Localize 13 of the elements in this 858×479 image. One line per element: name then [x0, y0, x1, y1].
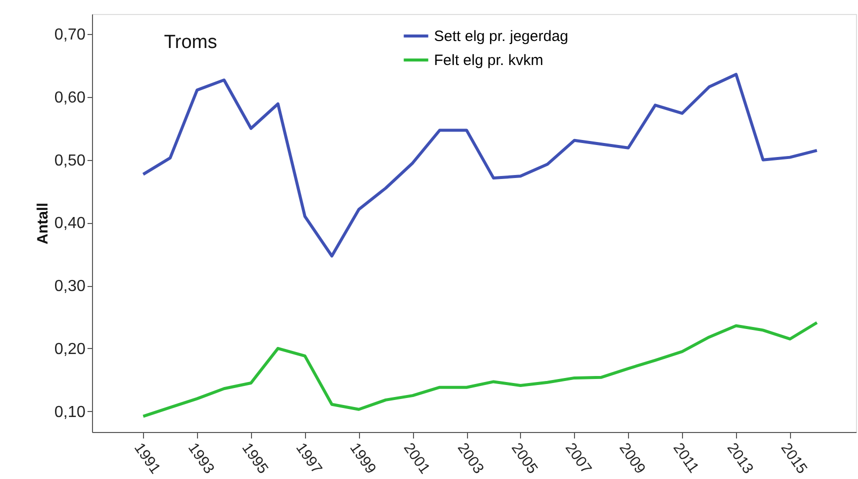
- y-tick-label: 0,10: [54, 404, 86, 421]
- y-tick-label: 0,50: [54, 152, 86, 170]
- y-tick-label: 0,40: [54, 215, 86, 232]
- legend-label: Sett elg pr. jegerdag: [434, 28, 568, 45]
- line-series: [142, 321, 818, 418]
- y-tick-label: 0,30: [54, 278, 86, 296]
- legend-label: Felt elg pr. kvkm: [434, 52, 544, 69]
- y-tick-label: 0,60: [54, 89, 86, 106]
- y-tick-label: 0,20: [54, 340, 86, 358]
- y-tick-label: 0,70: [54, 26, 86, 44]
- annotation: Troms: [164, 32, 218, 53]
- line-series: [142, 72, 818, 258]
- y-axis-title: Antall: [34, 202, 52, 244]
